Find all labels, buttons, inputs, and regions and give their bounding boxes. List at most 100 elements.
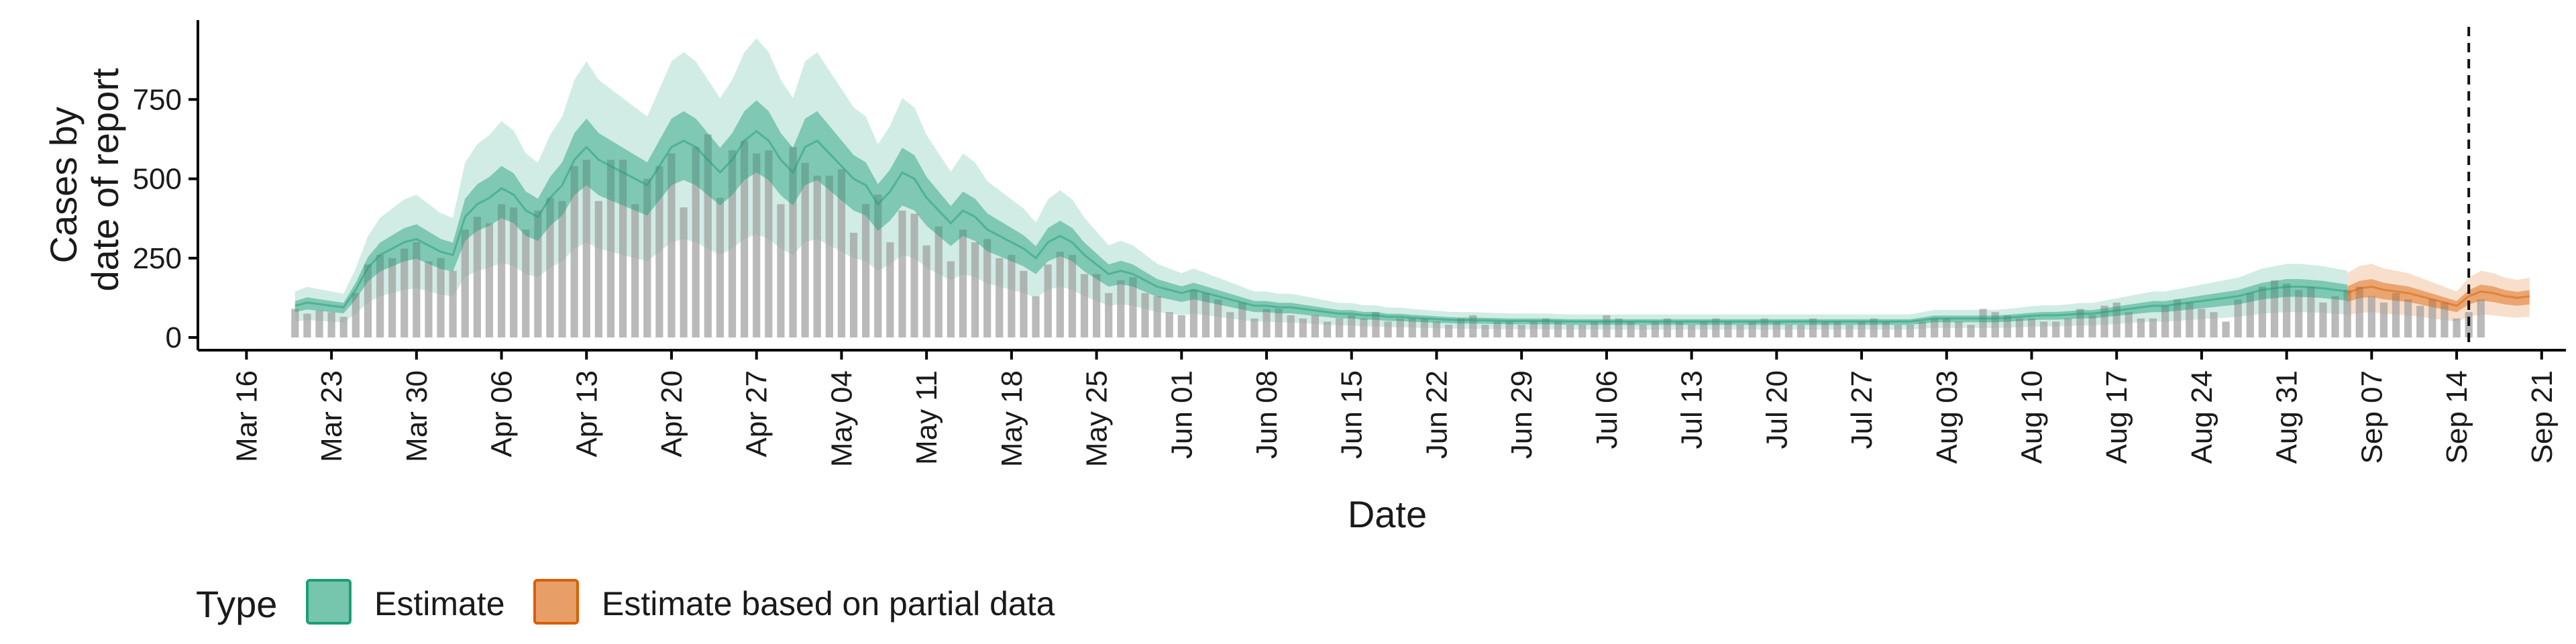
x-tick-label: Jun 08 — [1250, 370, 1283, 459]
case-bar — [1639, 325, 1647, 338]
case-bar — [1432, 321, 1441, 338]
case-bar — [2331, 296, 2339, 338]
y-ticks: 0 250 500 750 — [133, 83, 198, 354]
case-bar — [546, 197, 554, 338]
case-bar — [2161, 305, 2169, 338]
legend-label-estimate: Estimate — [374, 585, 505, 623]
case-bar — [1420, 318, 1428, 338]
case-bar — [2149, 318, 2157, 338]
case-bar — [1517, 325, 1525, 338]
case-bar — [934, 226, 943, 338]
case-bar — [765, 150, 773, 338]
case-bar — [728, 150, 737, 338]
case-bar — [2367, 296, 2375, 338]
case-bar — [2222, 321, 2230, 338]
case-bar — [1603, 315, 1611, 338]
x-tick-label: Mar 30 — [400, 370, 433, 462]
case-bar — [400, 248, 409, 338]
case-bar — [1882, 321, 1890, 338]
case-bar — [1201, 292, 1210, 338]
case-bar — [2100, 305, 2108, 338]
x-tick-label: Sep 14 — [2440, 370, 2473, 464]
case-bar — [1250, 318, 1258, 338]
case-bar — [364, 264, 372, 338]
case-bar — [825, 175, 833, 338]
case-bar — [2258, 286, 2267, 338]
x-tick-label: Apr 13 — [570, 370, 603, 458]
case-bar — [1991, 312, 1999, 338]
axes: 0 250 500 750 Mar 16 Mar 23 Mar 30 Apr 06 Apr 1… — [133, 20, 2566, 467]
x-tick-label: Jul 06 — [1591, 370, 1623, 449]
case-bar — [2392, 292, 2400, 338]
case-bar — [1578, 325, 1587, 338]
case-bar — [437, 258, 445, 338]
case-bar — [1105, 292, 1113, 338]
case-bar — [704, 134, 712, 338]
case-bar — [315, 310, 323, 338]
case-bar — [789, 147, 797, 338]
case-bar — [1712, 318, 1720, 338]
case-bar — [1943, 318, 1951, 338]
case-bar — [510, 207, 518, 338]
legend-key-partial — [533, 579, 579, 625]
case-bar — [2379, 303, 2388, 338]
case-bar — [1615, 318, 1623, 338]
case-bar — [449, 270, 457, 338]
case-bar — [2039, 321, 2048, 338]
case-bar — [1784, 325, 1793, 338]
case-bar — [1408, 318, 1416, 338]
case-bar — [1263, 309, 1271, 338]
case-bar — [2125, 312, 2133, 338]
x-tick-label: Apr 20 — [655, 370, 688, 458]
case-bar — [837, 169, 846, 338]
x-tick-label: Aug 10 — [2015, 370, 2048, 464]
case-bar — [1153, 296, 1161, 338]
case-bar — [2355, 286, 2363, 338]
case-bar — [413, 242, 421, 338]
case-bar — [619, 160, 627, 338]
case-bar — [996, 258, 1004, 338]
case-bar — [1336, 318, 1344, 338]
case-bar — [2416, 305, 2424, 338]
case-bar — [1566, 325, 1574, 338]
case-bar — [1833, 321, 1841, 338]
case-bar — [886, 242, 894, 338]
y-axis-title: Cases by date of report — [42, 68, 126, 292]
case-bar — [2343, 290, 2351, 338]
case-bar — [1505, 321, 1513, 338]
case-bar — [1748, 321, 1756, 338]
case-bar — [1348, 315, 1356, 338]
estimate-50-ribbon — [294, 100, 2348, 325]
case-bar — [2015, 318, 2023, 338]
case-bar — [1177, 315, 1185, 338]
case-bar — [2112, 303, 2121, 338]
y-axis-title-line-1: Cases by — [42, 107, 85, 263]
case-bar — [753, 153, 761, 338]
case-bar — [1821, 321, 1829, 338]
case-bar — [388, 258, 396, 338]
x-ticks: Mar 16 Mar 23 Mar 30 Apr 06 Apr 13 Apr 20 Apr … — [230, 350, 2559, 467]
x-tick-label: Jun 29 — [1505, 370, 1538, 459]
case-bar — [558, 201, 566, 338]
case-bar — [2003, 315, 2011, 338]
case-bar — [2295, 290, 2303, 338]
case-bar — [983, 239, 991, 338]
case-bar — [522, 229, 530, 338]
case-bar — [1894, 325, 1902, 338]
plot-area — [291, 27, 2530, 350]
case-bar — [570, 166, 578, 338]
legend-label-partial: Estimate based on partial data — [602, 585, 1055, 623]
bars — [291, 134, 2485, 338]
case-bar — [1554, 321, 1562, 338]
case-bar — [497, 204, 506, 338]
case-bar — [1809, 318, 1817, 338]
x-tick-label: Jul 27 — [1845, 370, 1878, 449]
case-bar — [461, 229, 469, 338]
case-bar — [1772, 321, 1780, 338]
case-bar — [1396, 318, 1404, 338]
case-bar — [582, 160, 590, 338]
case-bar — [1080, 274, 1089, 338]
case-bar — [801, 162, 809, 338]
case-bar — [1092, 274, 1101, 338]
